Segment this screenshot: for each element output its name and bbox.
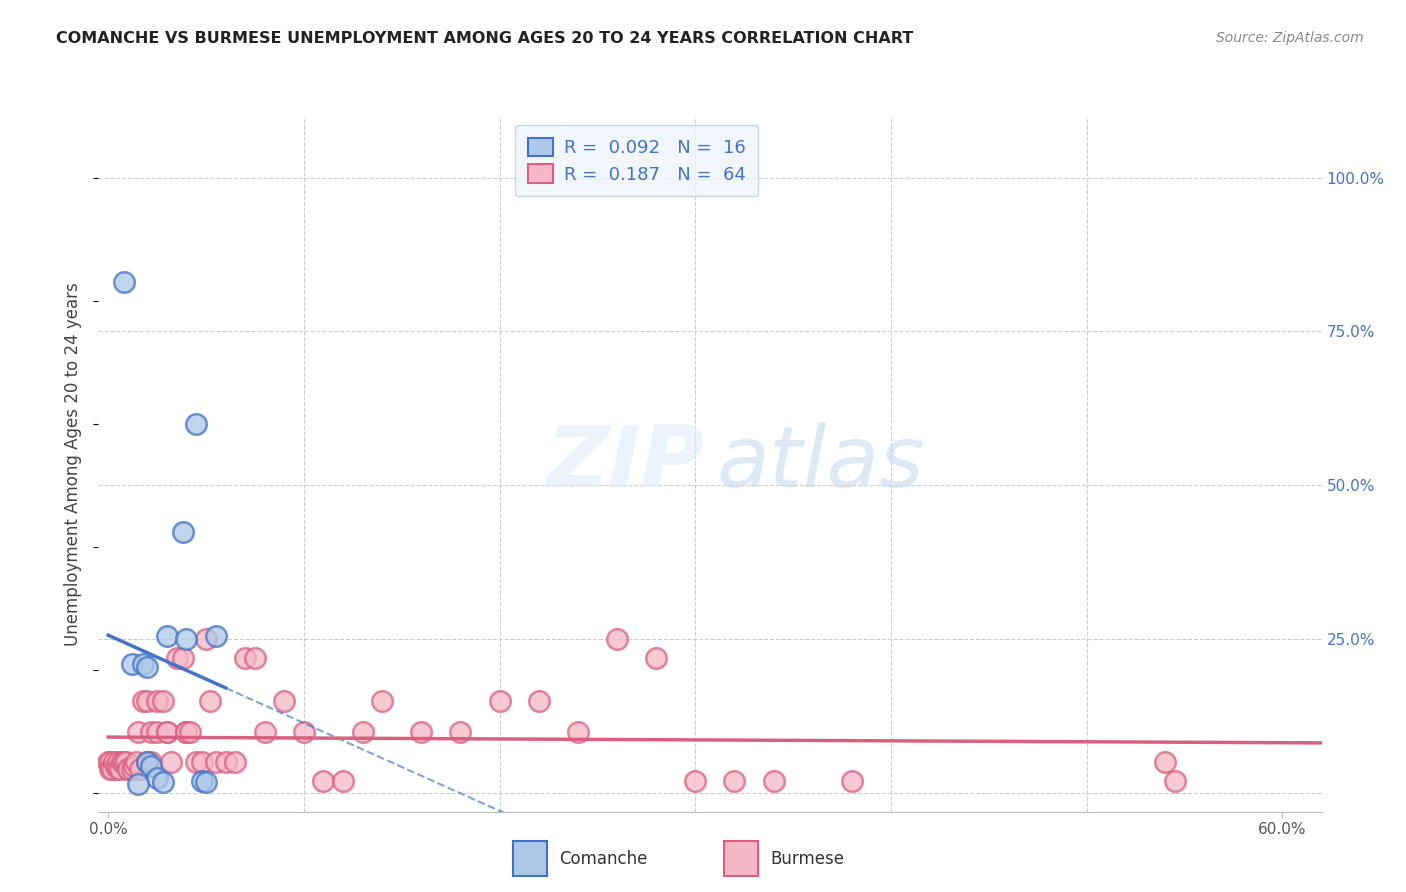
Point bbox=[136, 660, 159, 674]
Point bbox=[195, 775, 218, 789]
Point bbox=[176, 724, 198, 739]
Text: atlas: atlas bbox=[716, 422, 924, 506]
Point bbox=[292, 724, 315, 739]
FancyBboxPatch shape bbox=[513, 841, 547, 876]
Point bbox=[176, 632, 198, 647]
Point bbox=[112, 275, 135, 289]
Point bbox=[176, 724, 198, 739]
Point bbox=[98, 762, 121, 776]
Point bbox=[117, 762, 139, 776]
Point bbox=[488, 694, 510, 708]
Point bbox=[136, 694, 159, 708]
Point bbox=[273, 694, 295, 708]
Point bbox=[117, 762, 139, 776]
Point bbox=[156, 629, 179, 643]
Y-axis label: Unemployment Among Ages 20 to 24 years: Unemployment Among Ages 20 to 24 years bbox=[65, 282, 83, 646]
Point bbox=[127, 777, 149, 791]
Point bbox=[214, 756, 236, 770]
Point bbox=[205, 629, 228, 643]
Point bbox=[146, 771, 169, 785]
Point bbox=[1164, 773, 1187, 788]
Point bbox=[567, 724, 589, 739]
Point bbox=[101, 762, 124, 776]
Point bbox=[606, 632, 628, 647]
Point bbox=[411, 724, 433, 739]
Point bbox=[645, 650, 668, 665]
Point bbox=[685, 773, 707, 788]
Point bbox=[112, 756, 135, 770]
Point bbox=[243, 650, 266, 665]
Point bbox=[191, 756, 214, 770]
Text: ZIP: ZIP bbox=[547, 422, 704, 506]
Point bbox=[127, 724, 149, 739]
Point bbox=[122, 758, 145, 772]
Point bbox=[1154, 756, 1177, 770]
Point bbox=[172, 524, 194, 539]
Text: Source: ZipAtlas.com: Source: ZipAtlas.com bbox=[1216, 31, 1364, 45]
Legend: R =  0.092   N =  16, R =  0.187   N =  64: R = 0.092 N = 16, R = 0.187 N = 64 bbox=[515, 125, 758, 196]
Point bbox=[105, 758, 128, 772]
Point bbox=[107, 756, 129, 770]
Text: Comanche: Comanche bbox=[560, 849, 648, 868]
Point bbox=[132, 694, 155, 708]
Text: Burmese: Burmese bbox=[770, 849, 845, 868]
Point bbox=[762, 773, 785, 788]
Point bbox=[121, 657, 143, 671]
Point bbox=[233, 650, 256, 665]
Point bbox=[527, 694, 550, 708]
Text: COMANCHE VS BURMESE UNEMPLOYMENT AMONG AGES 20 TO 24 YEARS CORRELATION CHART: COMANCHE VS BURMESE UNEMPLOYMENT AMONG A… bbox=[56, 31, 914, 46]
Point bbox=[136, 756, 159, 770]
Point bbox=[352, 724, 374, 739]
Point bbox=[172, 650, 194, 665]
Point bbox=[132, 657, 155, 671]
Point bbox=[371, 694, 394, 708]
Point bbox=[128, 762, 150, 776]
Point bbox=[152, 775, 174, 789]
Point bbox=[98, 756, 121, 770]
Point bbox=[103, 756, 125, 770]
Point bbox=[723, 773, 745, 788]
Point bbox=[107, 762, 129, 776]
Point bbox=[136, 756, 159, 770]
Point bbox=[156, 724, 179, 739]
Point bbox=[224, 756, 246, 770]
Point bbox=[253, 724, 276, 739]
Point bbox=[179, 724, 201, 739]
Point bbox=[166, 650, 188, 665]
Point bbox=[186, 417, 208, 431]
Point bbox=[191, 773, 214, 788]
Point bbox=[841, 773, 863, 788]
Point bbox=[156, 724, 179, 739]
Point bbox=[195, 632, 218, 647]
Point bbox=[121, 762, 143, 776]
Point bbox=[205, 756, 228, 770]
Point bbox=[146, 694, 169, 708]
Point bbox=[152, 694, 174, 708]
Point bbox=[141, 724, 163, 739]
Point bbox=[141, 758, 163, 772]
Point bbox=[186, 756, 208, 770]
FancyBboxPatch shape bbox=[724, 841, 758, 876]
Point bbox=[160, 756, 183, 770]
Point bbox=[108, 762, 131, 776]
Point bbox=[332, 773, 354, 788]
Point bbox=[141, 756, 163, 770]
Point bbox=[97, 756, 120, 770]
Point bbox=[111, 756, 134, 770]
Point bbox=[114, 756, 136, 770]
Point bbox=[198, 694, 221, 708]
Point bbox=[450, 724, 472, 739]
Point bbox=[124, 756, 146, 770]
Point bbox=[146, 724, 169, 739]
Point bbox=[312, 773, 335, 788]
